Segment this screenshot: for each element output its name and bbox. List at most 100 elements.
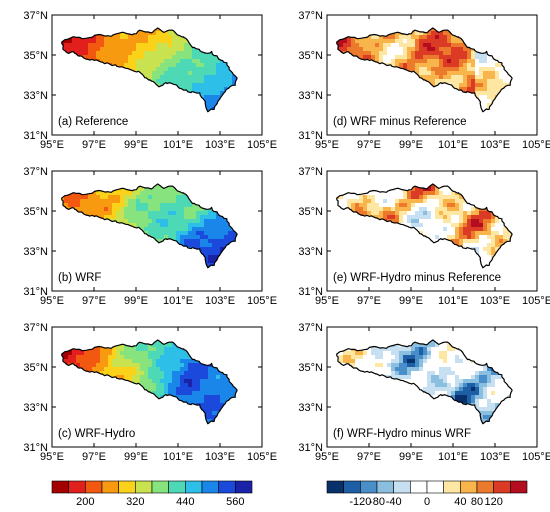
longitude-tick-label: 97°E	[82, 451, 106, 463]
panel-label: (e) WRF-Hydro minus Reference	[333, 272, 501, 284]
colorbar-swatch	[101, 480, 119, 494]
longitude-tick-label: 99°E	[124, 139, 148, 151]
colorbar-label: 120	[484, 496, 502, 508]
latitude-tick-label: 31°N	[23, 130, 48, 142]
colorbar-label: 0	[424, 496, 430, 508]
panel-label: (d) WRF minus Reference	[333, 116, 467, 128]
longitude-tick-label: 97°E	[357, 295, 381, 307]
colorbar-swatch	[326, 480, 344, 494]
colorbar-label: 560	[226, 496, 244, 508]
longitude-tick-label: 103°E	[205, 451, 235, 463]
longitude-tick-label: 95°E	[315, 295, 339, 307]
colorbar-swatch	[118, 480, 136, 494]
colorbar-label: 80	[471, 496, 483, 508]
colorbar-swatch	[476, 480, 494, 494]
map-panel-d: 95°E 97°E 99°E 101°E 103°E 105°E 37°N 35°N 33°N 3…	[298, 10, 550, 151]
colorbar-swatch	[51, 480, 69, 494]
longitude-tick-label: 103°E	[205, 139, 235, 151]
colorbar-swatch	[493, 480, 511, 494]
basin-outline	[61, 183, 238, 269]
latitude-tick-label: 35°N	[298, 362, 323, 374]
longitude-tick-label: 101°E	[163, 295, 193, 307]
latitude-tick-label: 33°N	[23, 402, 48, 414]
latitude-tick-label: 31°N	[298, 442, 323, 454]
colorbar-label: -40	[386, 496, 402, 508]
colorbar-swatch	[410, 480, 428, 494]
longitude-tick-label: 99°E	[124, 451, 148, 463]
longitude-tick-label: 97°E	[357, 139, 381, 151]
colorbar-swatch	[443, 480, 461, 494]
longitude-tick-label: 105°E	[247, 295, 277, 307]
latitude-tick-label: 33°N	[298, 246, 323, 258]
colorbar-swatch	[68, 480, 86, 494]
map-panel-c: 95°E 97°E 99°E 101°E 103°E 105°E 37°N 35°N 33°N 3…	[23, 322, 277, 463]
panel-label: (b) WRF	[58, 272, 101, 284]
longitude-tick-label: 95°E	[315, 139, 339, 151]
longitude-tick-label: 101°E	[438, 295, 468, 307]
longitude-tick-label: 95°E	[40, 295, 64, 307]
latitude-tick-label: 31°N	[298, 130, 323, 142]
colorbar-swatch	[510, 480, 528, 494]
longitude-tick-label: 105°E	[522, 139, 550, 151]
colorbar-label: 40	[454, 496, 466, 508]
longitude-tick-label: 105°E	[247, 139, 277, 151]
longitude-tick-label: 103°E	[480, 139, 510, 151]
longitude-tick-label: 95°E	[315, 451, 339, 463]
map-panels: 95°E 97°E 99°E 101°E 103°E 105°E 37°N 35°N 33°N 3…	[23, 10, 550, 463]
latitude-tick-label: 31°N	[23, 442, 48, 454]
panel-label: (f) WRF-Hydro minus WRF	[333, 428, 471, 440]
latitude-tick-label: 35°N	[23, 50, 48, 62]
longitude-tick-label: 99°E	[399, 451, 423, 463]
longitude-tick-label: 95°E	[40, 139, 64, 151]
colorbar-label: -80	[369, 496, 385, 508]
colorbar-swatch	[151, 480, 169, 494]
colorbar-difference: -120-80 -40 0 40 80 120	[326, 480, 528, 508]
longitude-tick-label: 101°E	[163, 451, 193, 463]
basin-outline	[61, 339, 238, 425]
colorbar-absolute: 200 320 440 560	[51, 480, 253, 508]
basin-outline	[336, 183, 513, 269]
longitude-tick-label: 99°E	[399, 295, 423, 307]
latitude-tick-label: 33°N	[298, 90, 323, 102]
longitude-tick-label: 103°E	[480, 451, 510, 463]
colorbar-swatch	[168, 480, 186, 494]
latitude-tick-label: 37°N	[298, 166, 323, 178]
latitude-tick-label: 33°N	[298, 402, 323, 414]
map-panel-f: 95°E 97°E 99°E 101°E 103°E 105°E 37°N 35°N 33°N 3…	[298, 322, 550, 463]
longitude-tick-label: 97°E	[82, 295, 106, 307]
colorbar-swatch	[426, 480, 444, 494]
panel-label: (a) Reference	[58, 116, 128, 128]
colorbar-label: 440	[176, 496, 194, 508]
colorbar-label: 200	[76, 496, 94, 508]
colorbar-swatch	[185, 480, 203, 494]
longitude-tick-label: 105°E	[522, 451, 550, 463]
colorbar-swatch	[376, 480, 394, 494]
colorbar-swatch	[85, 480, 103, 494]
latitude-tick-label: 37°N	[23, 322, 48, 334]
map-panel-e: 95°E 97°E 99°E 101°E 103°E 105°E 37°N 35°N 33°N 3…	[298, 166, 550, 307]
longitude-tick-label: 101°E	[438, 139, 468, 151]
latitude-tick-label: 35°N	[298, 206, 323, 218]
panel-label: (c) WRF-Hydro	[58, 428, 135, 440]
map-panel-b: 95°E 97°E 99°E 101°E 103°E 105°E 37°N 35°N 33°N 3…	[23, 166, 277, 307]
latitude-tick-label: 31°N	[298, 286, 323, 298]
latitude-tick-label: 37°N	[298, 322, 323, 334]
longitude-tick-label: 97°E	[82, 139, 106, 151]
latitude-tick-label: 37°N	[298, 10, 323, 22]
latitude-tick-label: 35°N	[298, 50, 323, 62]
colorbar-swatch	[235, 480, 253, 494]
colorbar-label: -120	[349, 496, 371, 508]
colorbar-swatch	[393, 480, 411, 494]
basin-outline	[336, 339, 513, 425]
latitude-tick-label: 37°N	[23, 10, 48, 22]
colorbar-swatch	[135, 480, 153, 494]
colorbar-swatch	[343, 480, 361, 494]
longitude-tick-label: 101°E	[163, 139, 193, 151]
longitude-tick-label: 103°E	[205, 295, 235, 307]
basin-outline	[61, 27, 238, 113]
latitude-tick-label: 31°N	[23, 286, 48, 298]
map-panel-a: 95°E 97°E 99°E 101°E 103°E 105°E 37°N 35°N 33°N 3…	[23, 10, 277, 151]
longitude-tick-label: 101°E	[438, 451, 468, 463]
longitude-tick-label: 99°E	[124, 295, 148, 307]
